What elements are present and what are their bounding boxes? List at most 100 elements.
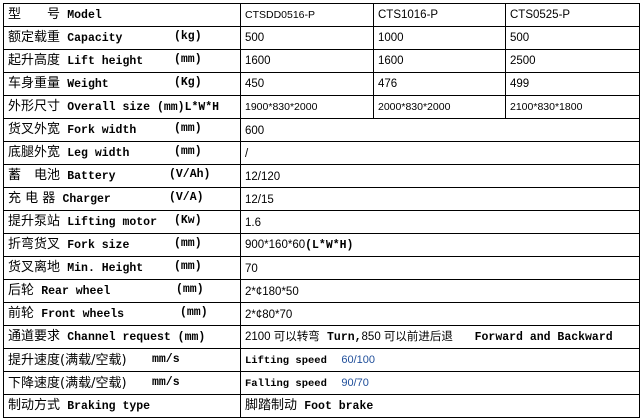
label-unit: (mm)	[174, 237, 202, 250]
label-cn: 底腿外宽	[8, 145, 61, 160]
label-en: Lift height	[67, 55, 144, 68]
table-row: 制动方式 Braking type 脚踏制动 Foot brake	[3, 394, 640, 418]
spec-value: 476	[373, 72, 506, 96]
spec-value: 2100*830*1800	[505, 95, 640, 119]
table-row: 后轮 Rear wheel (mm) 2*¢180*50	[3, 279, 640, 303]
table-row: 货叉外宽 Fork width (mm) 600	[3, 118, 640, 142]
label-en: Lifting motor	[67, 216, 157, 229]
label-cn: 蓄 电池	[8, 168, 61, 183]
label-cn: 折弯货叉	[8, 237, 61, 252]
table-row: 车身重量 Weight (Kg) 450 476 499	[3, 72, 640, 96]
label-en: Model	[67, 9, 102, 22]
spec-label: 货叉离地 Min. Height (mm)	[3, 256, 241, 280]
value-text: 12/15	[245, 193, 274, 206]
label-en: Front wheels	[41, 308, 125, 321]
spec-label: 额定载重 Capacity (kg)	[3, 26, 241, 50]
spec-value: CTS0525-P	[505, 3, 640, 27]
label-cn: 货叉离地	[8, 260, 61, 275]
label-cn: 外形尺寸	[8, 99, 61, 114]
speed-label: Lifting speed	[245, 355, 327, 367]
spec-label: 下降速度(满载/空载) mm/s	[3, 371, 241, 395]
table-row: 货叉离地 Min. Height (mm) 70	[3, 256, 640, 280]
label-en: Min. Height	[67, 262, 144, 275]
value-part: 850 可以前进后退	[361, 331, 453, 343]
speed-value: 60/100	[341, 354, 376, 366]
label-cn: 提升泵站	[8, 214, 61, 229]
label-cn: 额定载重	[8, 30, 61, 45]
spec-label: 货叉外宽 Fork width (mm)	[3, 118, 241, 142]
table-row: 折弯货叉 Fork size (mm) 900*160*60(L*W*H)	[3, 233, 640, 257]
spec-value: 12/15	[240, 187, 640, 211]
label-unit: (mm)	[176, 283, 204, 296]
value-text: 2*¢80*70	[245, 308, 293, 321]
value-text: 2*¢180*50	[245, 285, 299, 298]
spec-value: 500	[505, 26, 640, 50]
spec-value: 900*160*60(L*W*H)	[240, 233, 640, 257]
spec-label: 起升高度 Lift height (mm)	[3, 49, 241, 73]
spec-value: 1600	[240, 49, 374, 73]
value-part: 2100 可以转弯	[245, 331, 320, 343]
spec-label: 后轮 Rear wheel (mm)	[3, 279, 241, 303]
spec-label: 通道要求 Channel request (mm)	[3, 325, 241, 349]
value-part: Forward and Backward	[474, 331, 613, 344]
label-cn: 货叉外宽	[8, 122, 61, 137]
label-en: Capacity	[67, 32, 123, 45]
spec-value: CTS1016-P	[373, 3, 506, 27]
spec-table: 型 号 Model CTSDD0516-P CTS1016-P CTS0525-P 额定…	[3, 3, 640, 418]
spec-label: 提升泵站 Lifting motor (Kw)	[3, 210, 241, 234]
value-cn: 脚踏制动	[245, 398, 298, 413]
spec-value: 500	[240, 26, 374, 50]
label-unit: (Kw)	[174, 214, 202, 227]
table-row: 前轮 Front wheels (mm) 2*¢80*70	[3, 302, 640, 326]
label-unit: (Kg)	[174, 76, 202, 89]
label-cn: 通道要求	[8, 329, 61, 344]
spec-value: /	[240, 141, 640, 165]
value-text: 1.6	[245, 216, 261, 229]
spec-value: 2500	[505, 49, 640, 73]
spec-label: 充 电 器 Charger (V/A)	[3, 187, 241, 211]
table-row: 提升泵站 Lifting motor (Kw) 1.6	[3, 210, 640, 234]
label-cn: 车身重量	[8, 76, 61, 91]
value-text: 600	[245, 124, 265, 137]
spec-label: 外形尺寸 Overall size (mm)L*W*H	[3, 95, 241, 119]
table-row: 下降速度(满载/空载) mm/s Falling speed 90/70	[3, 371, 640, 395]
spec-value: 1900*830*2000	[240, 95, 374, 119]
label-en: Battery	[67, 170, 116, 183]
spec-label: 车身重量 Weight (Kg)	[3, 72, 241, 96]
table-row: 型 号 Model CTSDD0516-P CTS1016-P CTS0525-P	[3, 3, 640, 27]
label-en: Weight	[67, 78, 109, 91]
spec-value: 70	[240, 256, 640, 280]
spec-label: 蓄 电池 Battery (V/Ah)	[3, 164, 241, 188]
label-en: Channel request (mm)	[67, 331, 206, 344]
table-row: 充 电 器 Charger (V/A) 12/15	[3, 187, 640, 211]
table-row: 底腿外宽 Leg width (mm) /	[3, 141, 640, 165]
label-en: Rear wheel	[41, 285, 111, 298]
label-en: Fork size	[67, 239, 130, 252]
label-en: Leg width	[67, 147, 130, 160]
spec-value: 2000*830*2000	[373, 95, 506, 119]
label-en: Charger	[62, 193, 111, 206]
spec-value: 脚踏制动 Foot brake	[240, 394, 640, 418]
spec-value: Lifting speed 60/100	[240, 348, 640, 372]
label-cn: 后轮	[8, 283, 35, 298]
table-row: 提升速度(满载/空载) mm/s Lifting speed 60/100	[3, 348, 640, 372]
value-en: Foot brake	[304, 400, 374, 413]
spec-label: 折弯货叉 Fork size (mm)	[3, 233, 241, 257]
table-row: 额定载重 Capacity (kg) 500 1000 500	[3, 26, 640, 50]
spec-value: 600	[240, 118, 640, 142]
label-cn: 型 号	[8, 7, 61, 22]
value-text: /	[245, 147, 249, 160]
table-row: 起升高度 Lift height (mm) 1600 1600 2500	[3, 49, 640, 73]
value-text: 900*160*60	[245, 239, 306, 251]
label-unit: (kg)	[174, 30, 202, 43]
table-row: 外形尺寸 Overall size (mm)L*W*H 1900*830*2000…	[3, 95, 640, 119]
spec-value: 1000	[373, 26, 506, 50]
label-unit: (V/A)	[169, 191, 204, 204]
label-unit: (mm)	[174, 145, 202, 158]
table-row: 通道要求 Channel request (mm) 2100 可以转弯 Turn,…	[3, 325, 640, 349]
label-cn: 提升速度(满载/空载)	[8, 352, 127, 368]
label-cn: 起升高度	[8, 53, 61, 68]
label-unit: (mm)	[174, 260, 202, 273]
label-cn: 制动方式	[8, 398, 61, 413]
spec-label: 底腿外宽 Leg width (mm)	[3, 141, 241, 165]
